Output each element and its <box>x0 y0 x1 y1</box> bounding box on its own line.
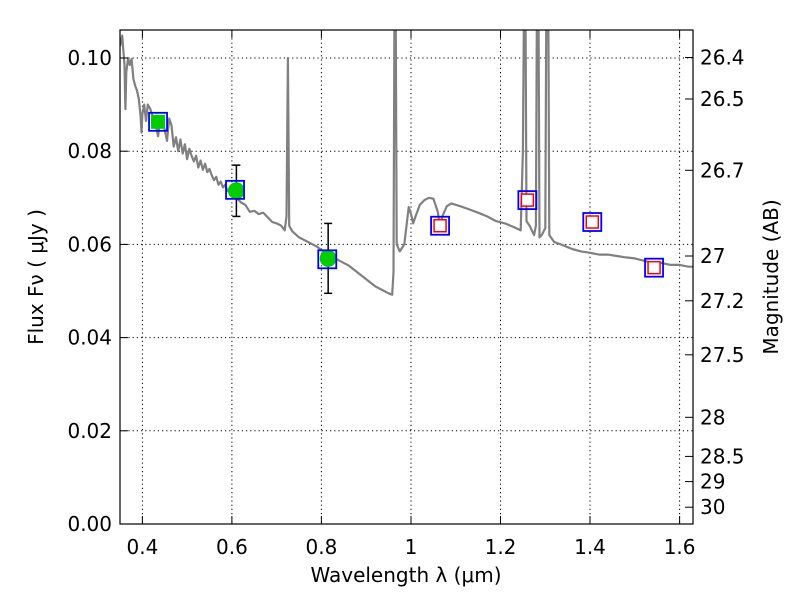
y2-axis-title: Magnitude (AB) <box>759 199 783 354</box>
y2-tick-label: 26.5 <box>700 87 745 111</box>
y2-tick-label: 27 <box>700 244 725 268</box>
plot-frame <box>119 29 694 525</box>
synthetic-band-point <box>582 212 603 232</box>
y-tick-label: 0.04 <box>67 326 112 350</box>
spectrum-line <box>120 30 693 296</box>
x-tick-label: 0.8 <box>305 535 337 559</box>
x-tick-label: 1.4 <box>574 535 606 559</box>
synthetic-band-point <box>644 257 664 278</box>
synthetic-band-point <box>225 179 245 200</box>
y-tick-label: 0.00 <box>67 512 112 536</box>
model-photometry-point <box>433 218 447 233</box>
model-photometry-point <box>520 193 535 207</box>
synthetic-band-point <box>517 190 538 211</box>
x-tick-label: 1.6 <box>664 535 696 559</box>
marker-layer <box>148 111 664 295</box>
x-tick-label: 1.2 <box>485 535 517 559</box>
synthetic-band-point <box>317 249 338 270</box>
y2-tick-label: 28 <box>700 405 725 429</box>
x-axis-title: Wavelength λ (μm) <box>310 563 501 587</box>
y-tick-label: 0.06 <box>67 232 112 256</box>
y-tick-label: 0.02 <box>67 419 112 443</box>
synthetic-band-point <box>430 215 450 236</box>
spectrum-layer <box>120 30 693 296</box>
y2-tick-label: 27.2 <box>700 289 745 313</box>
grid <box>120 30 693 525</box>
y2-tick-label: 26.4 <box>700 46 745 70</box>
tick-layer: 0.4 0.6 0.8 1 1.2 1.4 1.6 0.00 0.02 0.04 0.06 0.08 0… <box>67 30 745 559</box>
x-tick-label: 0.4 <box>126 535 158 559</box>
y-tick-label: 0.10 <box>67 46 112 70</box>
y-axis-title: Flux Fν ( μJy ) <box>24 209 48 345</box>
y2-tick-label: 28.5 <box>700 444 745 468</box>
observed-flux-point <box>319 249 337 267</box>
x-tick-label: 0.6 <box>216 535 248 559</box>
model-photometry-point <box>647 260 661 275</box>
y2-tick-label: 27.5 <box>700 343 745 367</box>
model-photometry-point <box>585 215 600 229</box>
y2-tick-label: 26.7 <box>700 158 745 182</box>
y-tick-label: 0.08 <box>67 139 112 163</box>
y2-tick-label: 30 <box>700 495 725 519</box>
x-tick-label: 1 <box>405 535 418 559</box>
y2-tick-label: 29 <box>700 470 725 494</box>
observed-flux-point <box>227 182 245 200</box>
synthetic-band-point <box>148 111 168 132</box>
model-photometry-point <box>151 114 166 129</box>
